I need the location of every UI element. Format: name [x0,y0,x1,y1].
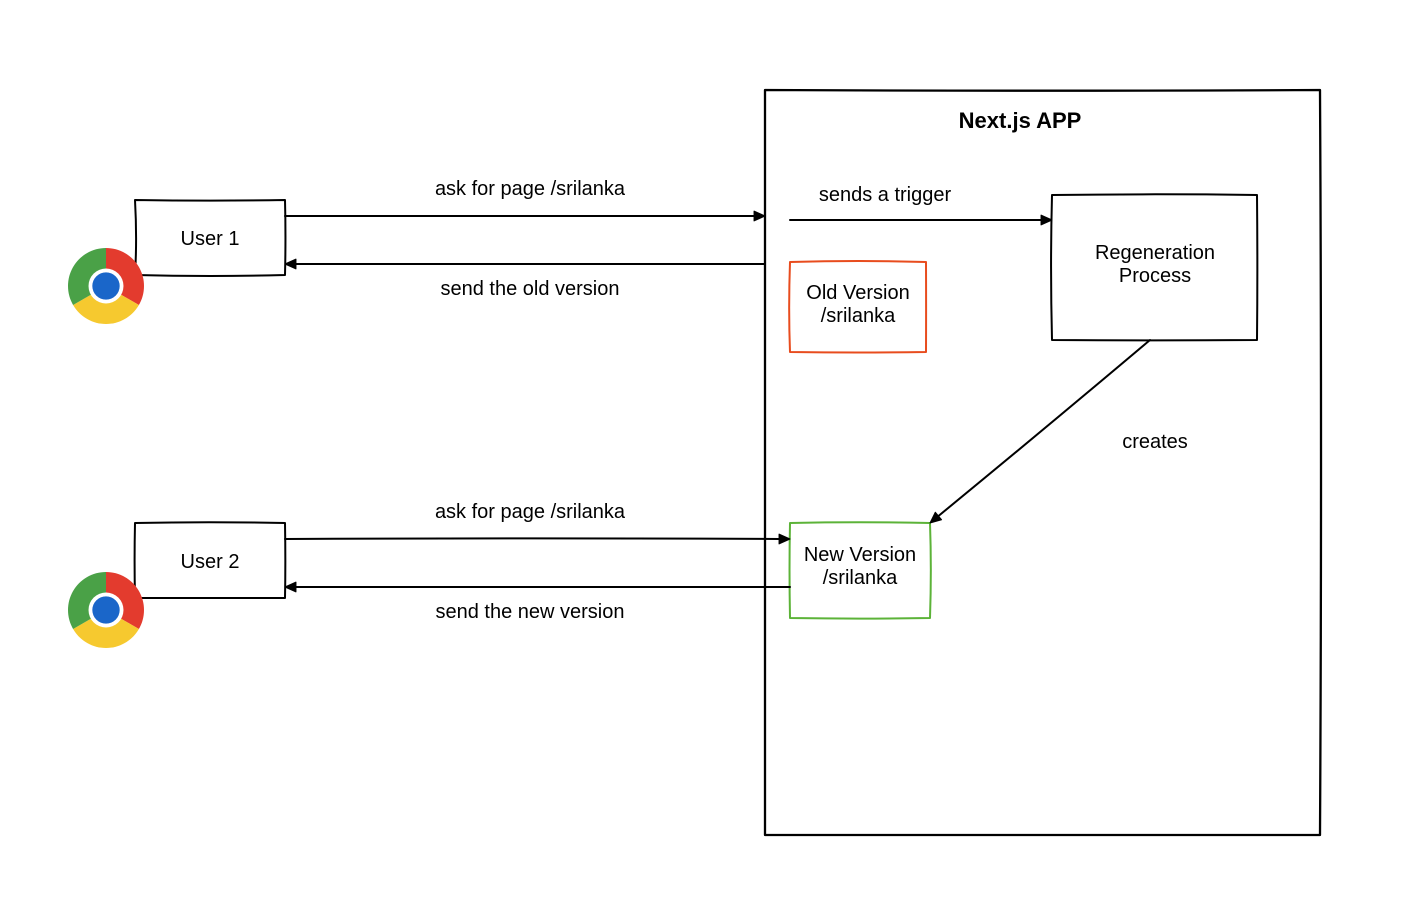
diagram-label: sends a trigger [705,184,1065,207]
diagram-label: Old Version /srilanka [678,282,1038,328]
diagram-label: New Version /srilanka [680,544,1040,590]
diagram-label: Next.js APP [840,108,1200,134]
diagram-label: Regeneration Process [975,242,1335,288]
diagram-label: User 1 [30,228,390,251]
diagram-label: ask for page /srilanka [350,501,710,524]
diagram-label: send the new version [350,601,710,624]
diagram-label: ask for page /srilanka [350,178,710,201]
chrome-icon [68,572,144,648]
diagram-label: creates [975,431,1335,454]
chrome-icon [68,248,144,324]
diagram-label: send the old version [350,278,710,301]
diagram-label: User 2 [30,551,390,574]
